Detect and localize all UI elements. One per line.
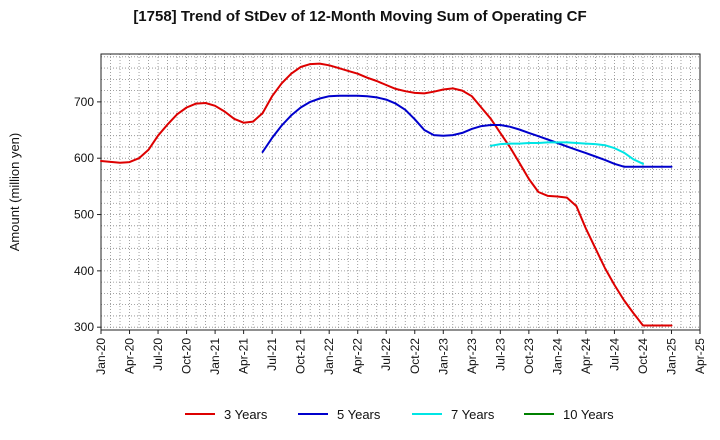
- y-tick-label: 400: [74, 264, 94, 278]
- x-tick-label: Apr-23: [465, 338, 479, 374]
- plot-frame: [100, 53, 701, 331]
- y-axis-title: Amount (million yen): [7, 133, 22, 252]
- x-tick-label: Apr-21: [237, 338, 251, 374]
- x-tick-label: Oct-22: [408, 338, 422, 374]
- x-tick-label: Oct-23: [522, 338, 536, 374]
- x-tick-label: Jul-22: [379, 338, 393, 371]
- y-tick-label: 500: [74, 208, 94, 222]
- legend-label: 10 Years: [563, 407, 614, 422]
- plot-area: [101, 54, 700, 330]
- x-tick-label: Oct-24: [636, 338, 650, 374]
- y-axis: 300 400 500 600 700: [74, 95, 101, 334]
- x-tick-label: Apr-25: [693, 338, 707, 374]
- x-tick-label: Jul-21: [265, 338, 279, 371]
- legend-label: 3 Years: [224, 407, 268, 422]
- x-tick-label: Oct-21: [294, 338, 308, 374]
- legend: 3 Years 5 Years 7 Years 10 Years: [185, 407, 614, 422]
- x-tick-label: Jan-20: [94, 338, 108, 375]
- x-tick-label: Jul-23: [493, 338, 507, 371]
- x-tick-label: Jan-24: [550, 338, 564, 375]
- legend-label: 7 Years: [451, 407, 495, 422]
- x-axis: Jan-20 Apr-20 Jul-20 Oct-20 Jan-21 Apr-21 Jul-…: [94, 330, 707, 375]
- y-tick-label: 300: [74, 320, 94, 334]
- legend-label: 5 Years: [337, 407, 381, 422]
- x-tick-label: Jan-21: [208, 338, 222, 375]
- gridlines: [101, 54, 700, 330]
- chart-title: [1758] Trend of StDev of 12-Month Moving…: [133, 8, 587, 25]
- x-tick-label: Oct-20: [180, 338, 194, 374]
- x-tick-label: Jan-23: [436, 338, 450, 375]
- y-tick-label: 700: [74, 95, 94, 109]
- x-tick-label: Jan-25: [664, 338, 678, 375]
- x-tick-label: Apr-22: [351, 338, 365, 374]
- x-tick-label: Jul-20: [151, 338, 165, 371]
- x-tick-label: Jul-24: [607, 338, 621, 371]
- x-tick-label: Apr-24: [579, 338, 593, 374]
- series-lines: [100, 62, 673, 327]
- series-line-5-years: [261, 94, 673, 168]
- x-tick-label: Jan-22: [322, 338, 336, 375]
- x-tick-label: Apr-20: [123, 338, 137, 374]
- series-line-3-years: [100, 62, 673, 327]
- series-line-7-years: [489, 141, 644, 165]
- y-tick-label: 600: [74, 151, 94, 165]
